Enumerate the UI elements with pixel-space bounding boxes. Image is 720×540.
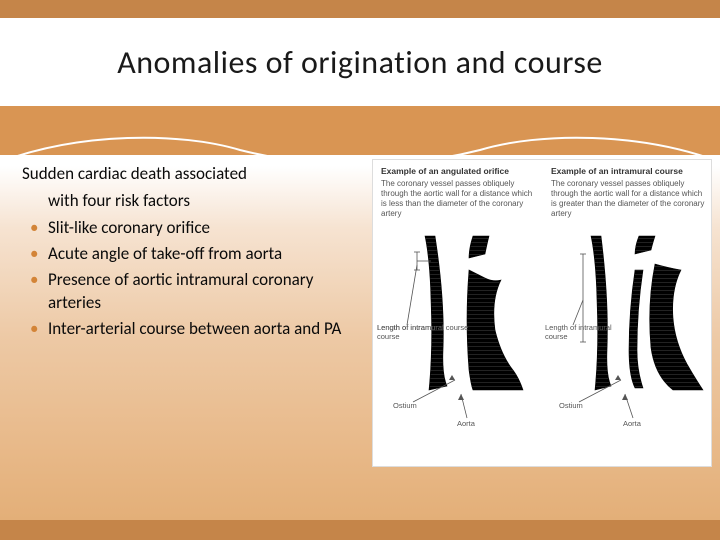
- diagram: Length of intramural course Ostium Aorta: [543, 230, 713, 460]
- bullet-list: Slit-like coronary orifice Acute angle o…: [22, 217, 362, 341]
- caption-title: Example of an angulated orifice: [381, 166, 535, 177]
- page-title: Anomalies of origination and course: [117, 43, 603, 82]
- bottom-accent-bar: [0, 520, 720, 540]
- lbl-ostium: Ostium: [559, 401, 583, 410]
- list-item: Inter-arterial course between aorta and …: [22, 318, 362, 341]
- lbl-aorta: Aorta: [457, 419, 476, 428]
- bullet-text: Presence of aortic intramural coronary a…: [48, 269, 313, 313]
- figure-caption: Example of an angulated orifice The coro…: [381, 166, 535, 219]
- figure-panel-intramural: Example of an intramural course The coro…: [543, 160, 713, 466]
- top-accent-bar: [0, 0, 720, 18]
- intro-line-2: with four risk factors: [22, 190, 362, 213]
- figure-caption: Example of an intramural course The coro…: [551, 166, 705, 219]
- lbl-ostium: Ostium: [393, 401, 417, 410]
- body: Sudden cardiac death associated with fou…: [0, 155, 720, 520]
- bullet-text: Acute angle of take-off from aorta: [48, 243, 282, 264]
- caption-body: The coronary vessel passes obliquely thr…: [381, 179, 532, 218]
- lbl-aorta: Aorta: [623, 419, 642, 428]
- list-item: Acute angle of take-off from aorta: [22, 243, 362, 266]
- text-block: Sudden cardiac death associated with fou…: [22, 163, 362, 344]
- list-item: Slit-like coronary orifice: [22, 217, 362, 240]
- bullet-text: Slit-like coronary orifice: [48, 217, 210, 238]
- caption-body: The coronary vessel passes obliquely thr…: [551, 179, 704, 218]
- title-area: Anomalies of origination and course: [0, 18, 720, 106]
- slide: Anomalies of origination and course Sudd…: [0, 0, 720, 540]
- intro-line-1: Sudden cardiac death associated: [22, 163, 362, 186]
- figure: Example of an angulated orifice The coro…: [372, 159, 712, 467]
- figure-panel-angulated: Example of an angulated orifice The coro…: [373, 160, 543, 466]
- scallop-band: [0, 106, 720, 161]
- header: Anomalies of origination and course: [0, 0, 720, 155]
- diagram: Length of intramural course Length of in…: [373, 230, 543, 460]
- bullet-text: Inter-arterial course between aorta and …: [48, 318, 341, 339]
- caption-title: Example of an intramural course: [551, 166, 705, 177]
- list-item: Presence of aortic intramural coronary a…: [22, 269, 362, 315]
